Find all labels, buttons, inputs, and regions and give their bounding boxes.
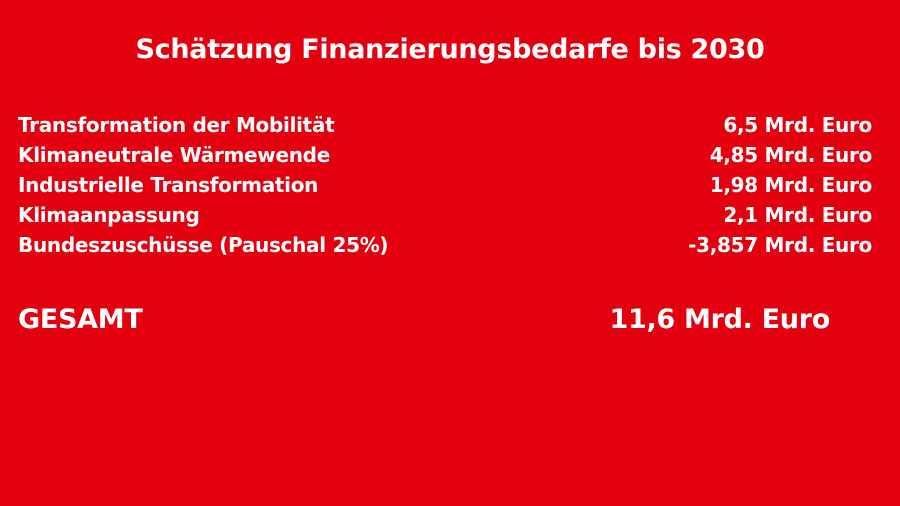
item-label: Klimaneutrale Wärmewende	[18, 143, 330, 167]
list-item: Klimaneutrale Wärmewende 4,85 Mrd. Euro	[18, 140, 872, 170]
item-value: 6,5 Mrd. Euro	[723, 113, 872, 137]
item-label: Bundeszuschüsse (Pauschal 25%)	[18, 233, 389, 257]
list-item: Transformation der Mobilität 6,5 Mrd. Eu…	[18, 110, 872, 140]
item-label: Industrielle Transformation	[18, 173, 319, 197]
item-label: Transformation der Mobilität	[18, 113, 335, 137]
total-value: 11,6 Mrd. Euro	[609, 304, 830, 335]
item-value: 1,98 Mrd. Euro	[709, 173, 873, 197]
item-label: Klimaanpassung	[18, 203, 200, 227]
total-label: GESAMT	[18, 304, 143, 335]
total-row: GESAMT 11,6 Mrd. Euro	[18, 300, 830, 340]
slide-title: Schätzung Finanzierungsbedarfe bis 2030	[135, 34, 765, 65]
item-value: 4,85 Mrd. Euro	[709, 143, 873, 167]
list-item: Klimaanpassung 2,1 Mrd. Euro	[18, 200, 872, 230]
item-value: 2,1 Mrd. Euro	[723, 203, 872, 227]
list-item: Bundeszuschüsse (Pauschal 25%) -3,857 Mr…	[18, 230, 872, 260]
funding-list: Transformation der Mobilität 6,5 Mrd. Eu…	[18, 110, 872, 260]
list-item: Industrielle Transformation 1,98 Mrd. Eu…	[18, 170, 872, 200]
item-value: -3,857 Mrd. Euro	[688, 233, 872, 257]
